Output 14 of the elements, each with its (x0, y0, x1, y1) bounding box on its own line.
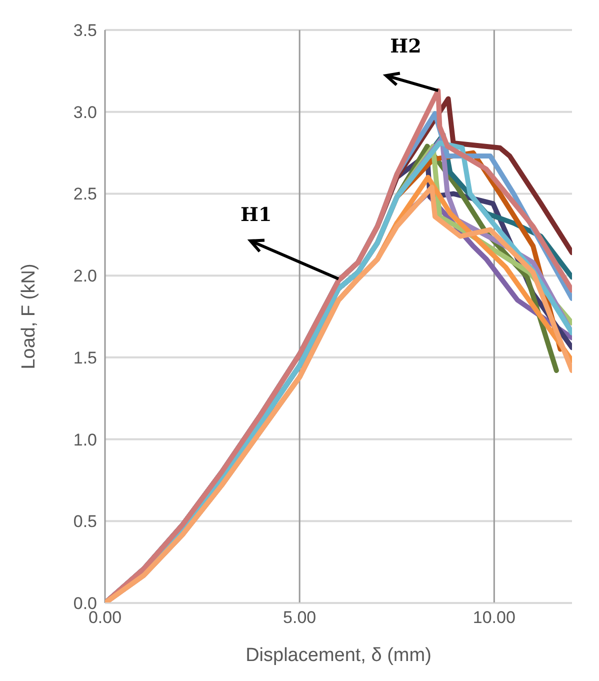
y-tick-label: 1.5 (73, 348, 97, 368)
y-tick-label: 0.5 (73, 512, 97, 532)
y-tick-label: 1.0 (73, 430, 97, 450)
y-axis-title: Load, F (kN) (18, 264, 40, 370)
y-tick-label: 2.0 (73, 266, 97, 286)
x-tick-label: 5.00 (283, 608, 316, 628)
x-tick-label: 10.00 (472, 608, 516, 628)
y-tick-label: 2.5 (73, 184, 97, 204)
y-tick-label: 3.0 (73, 102, 97, 122)
x-tick-label: 0.00 (88, 608, 122, 628)
annotation: H1 (240, 204, 272, 226)
annotation: H2 (390, 36, 422, 58)
y-tick-label: 3.5 (73, 21, 97, 40)
x-axis-title: Displacement, δ (mm) (246, 645, 432, 666)
